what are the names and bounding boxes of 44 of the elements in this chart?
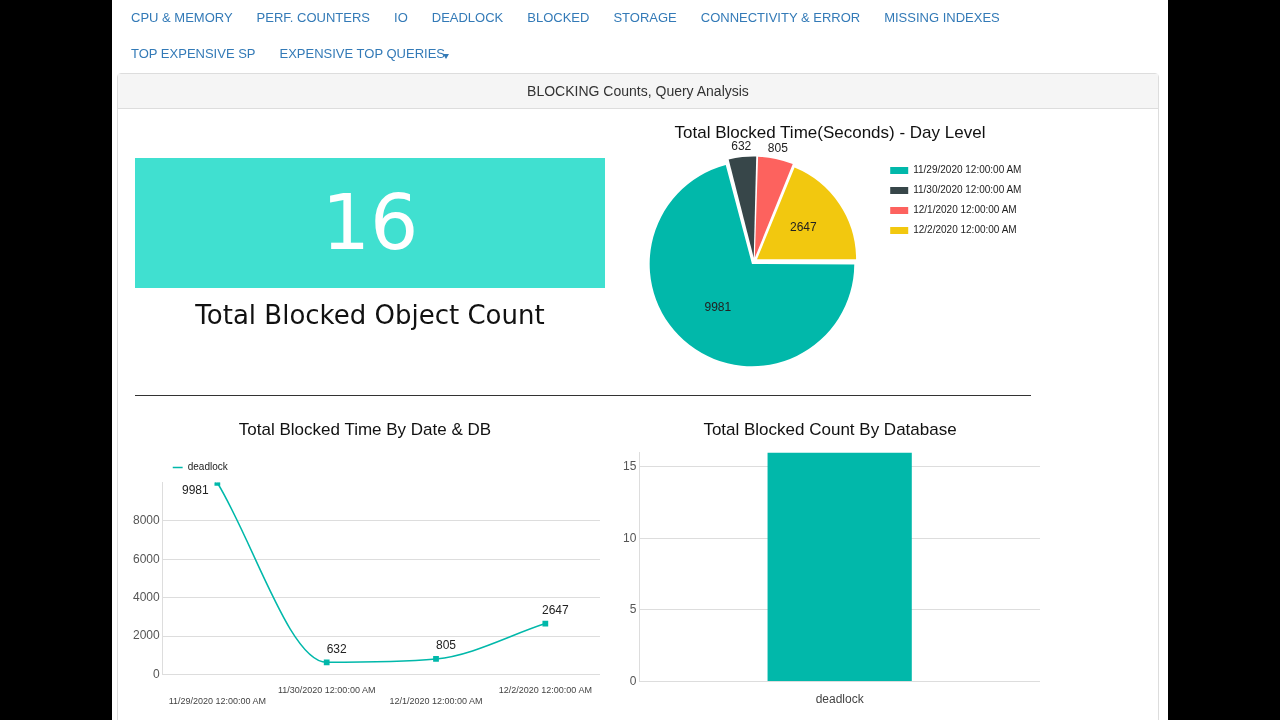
text: DEADLOCK <box>430 9 505 27</box>
chart-title: Total Blocked Time(Seconds) - Day Level <box>674 122 986 142</box>
data-label: 632 <box>326 641 348 656</box>
text: CPU & MEMORY <box>130 9 234 27</box>
text: Total Blocked Object Count <box>194 300 546 330</box>
data-label: 632 <box>731 139 752 154</box>
chart-title: Total Blocked Time By Date & DB <box>238 419 492 439</box>
x-tick-label: 12/1/2020 12:00:00 AM <box>389 696 483 707</box>
y-tick-label: 15 <box>622 459 637 474</box>
text: STORAGE <box>612 9 678 27</box>
text: TOP EXPENSIVE SP <box>130 45 257 63</box>
text: PERF. COUNTERS <box>255 9 371 27</box>
point <box>542 620 549 627</box>
chart-title: Total Blocked Count By Database <box>703 419 957 439</box>
legend-label: 11/30/2020 12:00:00 AM <box>913 184 1022 196</box>
y-tick-label: 5 <box>629 602 637 617</box>
text: 16 <box>135 158 605 288</box>
point <box>433 656 439 662</box>
y-tick-label: 6000 <box>132 551 161 566</box>
y-tick-label: 2000 <box>132 628 161 643</box>
legend-label: 11/29/2020 12:00:00 AM <box>913 164 1022 176</box>
legend-label: 12/1/2020 12:00:00 AM <box>913 204 1017 216</box>
data-label: 2647 <box>789 220 817 235</box>
y-tick-label: 0 <box>629 673 637 688</box>
data-label: 9981 <box>704 300 732 315</box>
data-label: 9981 <box>182 483 210 498</box>
text: BLOCKING Counts, Query Analysis <box>118 74 1158 109</box>
data-label: 805 <box>436 638 457 653</box>
data-label: 2647 <box>541 602 570 617</box>
legend-label: 12/2/2020 12:00:00 AM <box>913 224 1017 236</box>
y-tick-label: 0 <box>153 666 161 681</box>
y-tick-label: 8000 <box>132 513 161 528</box>
text: IO <box>393 9 409 27</box>
text: CONNECTIVITY & ERROR <box>699 9 862 27</box>
legend-label: deadlock <box>187 461 229 473</box>
text: EXPENSIVE TOP QUERIES <box>278 45 446 63</box>
text: BLOCKED <box>526 9 591 27</box>
text: MISSING INDEXES <box>883 9 1001 27</box>
x-tick-label: deadlock <box>815 692 865 707</box>
data-label: 805 <box>767 141 789 156</box>
y-tick-label: 4000 <box>132 589 161 604</box>
y-tick-label: 10 <box>622 530 637 545</box>
x-tick-label: 11/29/2020 12:00:00 AM <box>168 696 267 707</box>
point <box>323 659 330 666</box>
